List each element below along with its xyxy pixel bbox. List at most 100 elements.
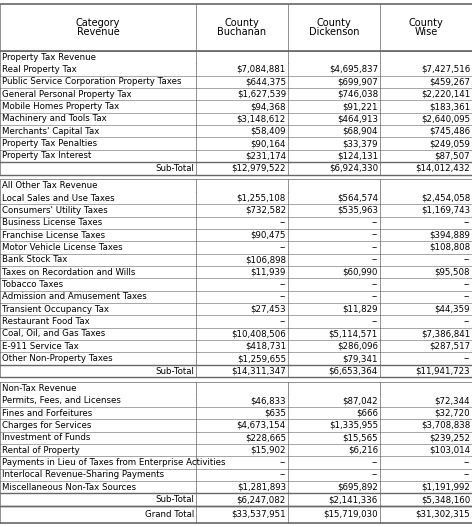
Text: $91,221: $91,221 — [343, 102, 378, 111]
Text: $183,361: $183,361 — [429, 102, 470, 111]
Text: $231,174: $231,174 — [245, 151, 286, 161]
Text: $745,486: $745,486 — [429, 127, 470, 136]
Text: $2,220,141: $2,220,141 — [421, 90, 470, 99]
Text: --: -- — [464, 218, 470, 227]
Bar — [0, 100, 472, 113]
Text: Coal, Oil, and Gas Taxes: Coal, Oil, and Gas Taxes — [2, 329, 105, 338]
Text: $14,311,347: $14,311,347 — [231, 366, 286, 376]
Text: $44,359: $44,359 — [435, 305, 470, 314]
Bar — [0, 217, 472, 229]
Text: Investment of Funds: Investment of Funds — [2, 433, 90, 442]
Text: $6,653,364: $6,653,364 — [329, 366, 378, 376]
Text: Business License Taxes: Business License Taxes — [2, 218, 102, 227]
Text: $695,892: $695,892 — [337, 483, 378, 492]
Bar — [0, 4, 472, 51]
Text: $249,059: $249,059 — [429, 139, 470, 148]
Text: $11,941,723: $11,941,723 — [415, 366, 470, 376]
Bar — [0, 481, 472, 493]
Text: Revenue: Revenue — [76, 27, 119, 37]
Bar — [0, 407, 472, 419]
Text: --: -- — [372, 317, 378, 326]
Text: --: -- — [372, 280, 378, 289]
Text: --: -- — [372, 292, 378, 301]
Text: Buchanan: Buchanan — [217, 27, 267, 37]
Text: --: -- — [372, 470, 378, 480]
Text: Property Tax Penalties: Property Tax Penalties — [2, 139, 97, 148]
Text: $699,907: $699,907 — [337, 77, 378, 86]
Text: --: -- — [464, 470, 470, 480]
Text: $6,216: $6,216 — [348, 446, 378, 455]
Text: Interlocal Revenue-Sharing Payments: Interlocal Revenue-Sharing Payments — [2, 470, 164, 480]
Text: $6,924,330: $6,924,330 — [329, 164, 378, 173]
Text: Permits, Fees, and Licenses: Permits, Fees, and Licenses — [2, 396, 121, 405]
Text: $746,038: $746,038 — [337, 90, 378, 99]
Text: $90,164: $90,164 — [251, 139, 286, 148]
Text: $33,379: $33,379 — [343, 139, 378, 148]
Bar — [0, 419, 472, 432]
Bar — [0, 291, 472, 303]
Text: $87,507: $87,507 — [434, 151, 470, 161]
Text: $68,904: $68,904 — [343, 127, 378, 136]
Text: $7,427,516: $7,427,516 — [421, 65, 470, 74]
Text: $108,808: $108,808 — [429, 243, 470, 252]
Text: Consumers' Utility Taxes: Consumers' Utility Taxes — [2, 206, 108, 215]
Text: County: County — [225, 18, 259, 28]
Text: $7,084,881: $7,084,881 — [236, 65, 286, 74]
Text: General Personal Property Tax: General Personal Property Tax — [2, 90, 132, 99]
Text: $1,281,893: $1,281,893 — [237, 483, 286, 492]
Bar — [0, 328, 472, 340]
Bar — [0, 229, 472, 241]
Text: $32,720: $32,720 — [434, 408, 470, 417]
Text: $33,537,951: $33,537,951 — [231, 510, 286, 519]
Text: --: -- — [464, 292, 470, 301]
Text: --: -- — [280, 243, 286, 252]
Text: Charges for Services: Charges for Services — [2, 421, 92, 430]
Text: County: County — [317, 18, 351, 28]
Text: $103,014: $103,014 — [429, 446, 470, 455]
Text: $666: $666 — [356, 408, 378, 417]
Text: Wise: Wise — [414, 27, 438, 37]
Text: $1,169,743: $1,169,743 — [421, 206, 470, 215]
Text: --: -- — [280, 280, 286, 289]
Text: $228,665: $228,665 — [245, 433, 286, 442]
Bar — [0, 506, 472, 523]
Text: $14,012,432: $14,012,432 — [415, 164, 470, 173]
Text: Payments in Lieu of Taxes from Enterprise Activities: Payments in Lieu of Taxes from Enterpris… — [2, 458, 226, 467]
Text: $5,348,160: $5,348,160 — [421, 495, 470, 504]
Text: $2,640,095: $2,640,095 — [421, 114, 470, 123]
Bar — [0, 469, 472, 481]
Text: Real Property Tax: Real Property Tax — [2, 65, 77, 74]
Text: $10,408,506: $10,408,506 — [231, 329, 286, 338]
Text: $15,719,030: $15,719,030 — [323, 510, 378, 519]
Text: $11,829: $11,829 — [343, 305, 378, 314]
Text: Local Sales and Use Taxes: Local Sales and Use Taxes — [2, 193, 115, 202]
Text: Restaurant Food Tax: Restaurant Food Tax — [2, 317, 90, 326]
Text: --: -- — [280, 292, 286, 301]
Text: Admission and Amusement Taxes: Admission and Amusement Taxes — [2, 292, 147, 301]
Text: $464,913: $464,913 — [337, 114, 378, 123]
Text: $1,259,655: $1,259,655 — [237, 354, 286, 363]
Text: $1,335,955: $1,335,955 — [329, 421, 378, 430]
Text: Miscellaneous Non-Tax Sources: Miscellaneous Non-Tax Sources — [2, 483, 136, 492]
Bar — [0, 432, 472, 444]
Text: $286,096: $286,096 — [337, 342, 378, 351]
Text: $394,889: $394,889 — [429, 231, 470, 240]
Text: Grand Total: Grand Total — [144, 510, 194, 519]
Text: Machinery and Tools Tax: Machinery and Tools Tax — [2, 114, 107, 123]
Text: Taxes on Recordation and Wills: Taxes on Recordation and Wills — [2, 268, 135, 277]
Text: $2,141,336: $2,141,336 — [329, 495, 378, 504]
Bar — [0, 125, 472, 138]
Text: $4,695,837: $4,695,837 — [329, 65, 378, 74]
Bar — [0, 88, 472, 100]
Bar — [0, 340, 472, 353]
Text: $87,042: $87,042 — [342, 396, 378, 405]
Text: Non-Tax Revenue: Non-Tax Revenue — [2, 384, 76, 393]
Text: $1,627,539: $1,627,539 — [237, 90, 286, 99]
Text: $2,454,058: $2,454,058 — [421, 193, 470, 202]
Text: $7,386,841: $7,386,841 — [421, 329, 470, 338]
Text: $15,902: $15,902 — [251, 446, 286, 455]
Text: --: -- — [280, 470, 286, 480]
Bar — [0, 113, 472, 125]
Bar — [0, 365, 472, 377]
Text: --: -- — [372, 243, 378, 252]
